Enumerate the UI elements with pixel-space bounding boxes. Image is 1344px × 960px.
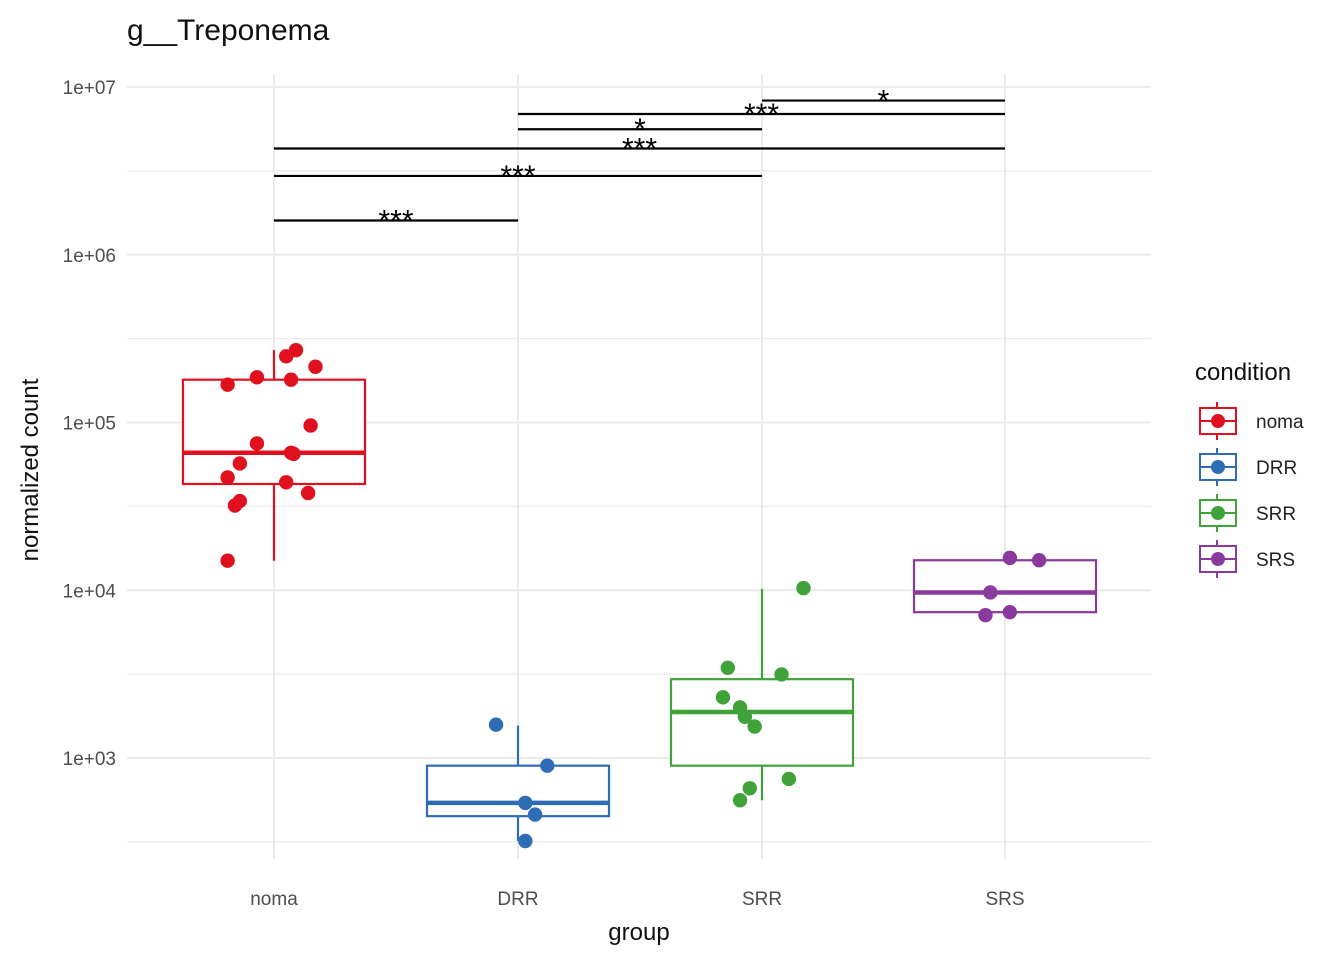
data-point-SRR — [796, 580, 811, 596]
data-point-noma — [232, 456, 248, 471]
y-axis-label: normalized count — [17, 378, 44, 561]
axis-layer: 1e+03 1e+04 1e+05 1e+06 1e+07 noma DRR SRR SRS — [63, 78, 1025, 910]
data-point-noma — [249, 370, 265, 385]
legend-label: SRS — [1256, 550, 1295, 571]
box-iqr — [425, 764, 611, 818]
data-point-DRR — [540, 758, 555, 773]
legend-key-point — [1211, 414, 1225, 428]
box-iqr — [181, 378, 367, 486]
data-point-noma — [283, 372, 299, 387]
data-point-noma — [300, 485, 316, 501]
box-layer — [181, 350, 1098, 842]
legend-title: condition — [1195, 359, 1291, 386]
x-tick-label: noma — [250, 889, 298, 910]
data-point-DRR — [518, 795, 533, 811]
significance-label: *** — [744, 98, 779, 131]
legend-label: noma — [1256, 412, 1304, 433]
x-tick-label: SRR — [742, 889, 782, 910]
box-DRR — [425, 725, 611, 842]
legend-entry-noma: noma — [1199, 402, 1304, 440]
y-tick-label: 1e+07 — [63, 78, 116, 99]
legend-key-point — [1211, 506, 1225, 520]
significance-label: *** — [622, 132, 657, 165]
data-point-SRR — [720, 660, 736, 675]
legend-label: SRR — [1256, 504, 1296, 525]
data-point-DRR — [527, 807, 543, 822]
box-noma — [181, 350, 367, 561]
legend: condition noma DRR SRR SRS — [1195, 359, 1304, 578]
significance-label: *** — [378, 205, 413, 238]
legend-label: DRR — [1256, 458, 1297, 479]
point-layer — [220, 342, 1047, 849]
chart-title: g__Treponema — [127, 14, 330, 47]
box-iqr — [912, 559, 1098, 614]
significance-label: * — [634, 113, 646, 146]
data-point-SRR — [737, 709, 753, 725]
data-point-noma — [288, 342, 304, 358]
data-point-SRR — [747, 719, 762, 734]
data-point-SRR — [732, 793, 748, 808]
y-tick-label: 1e+05 — [63, 414, 116, 435]
x-axis-label: group — [608, 919, 669, 946]
data-point-DRR — [488, 717, 504, 732]
data-point-noma — [220, 553, 235, 568]
y-tick-label: 1e+04 — [63, 581, 117, 602]
data-point-SRS — [978, 608, 993, 623]
data-point-noma — [286, 446, 301, 462]
data-point-SRS — [1002, 604, 1018, 620]
data-point-SRR — [742, 781, 757, 796]
data-point-noma — [220, 470, 235, 485]
x-tick-label: SRS — [985, 889, 1024, 910]
data-point-noma — [249, 436, 265, 451]
legend-entry-SRS: SRS — [1199, 540, 1295, 578]
x-tick-label: DRR — [497, 889, 538, 910]
legend-entry-DRR: DRR — [1199, 448, 1297, 486]
significance-annotations: ********** *** * — [274, 85, 1005, 238]
data-point-noma — [232, 493, 248, 509]
legend-key-point — [1211, 460, 1225, 474]
data-point-SRS — [1031, 553, 1047, 568]
significance-label: *** — [500, 160, 535, 193]
data-point-noma — [279, 475, 294, 490]
data-point-SRR — [781, 771, 797, 787]
data-point-DRR — [518, 833, 533, 849]
data-point-noma — [308, 359, 323, 374]
data-point-noma — [220, 377, 235, 392]
box-iqr — [669, 678, 855, 767]
data-point-SRR — [774, 667, 789, 682]
y-tick-label: 1e+06 — [63, 246, 116, 267]
box-SRR — [669, 588, 855, 801]
data-point-SRR — [715, 690, 731, 705]
significance-label: * — [878, 85, 890, 118]
y-tick-label: 1e+03 — [63, 749, 116, 770]
data-point-noma — [303, 418, 318, 433]
data-point-SRS — [983, 585, 998, 600]
data-point-SRS — [1002, 550, 1018, 566]
legend-key-point — [1211, 552, 1225, 566]
box-SRS — [912, 557, 1098, 615]
legend-entry-SRR: SRR — [1199, 494, 1296, 532]
